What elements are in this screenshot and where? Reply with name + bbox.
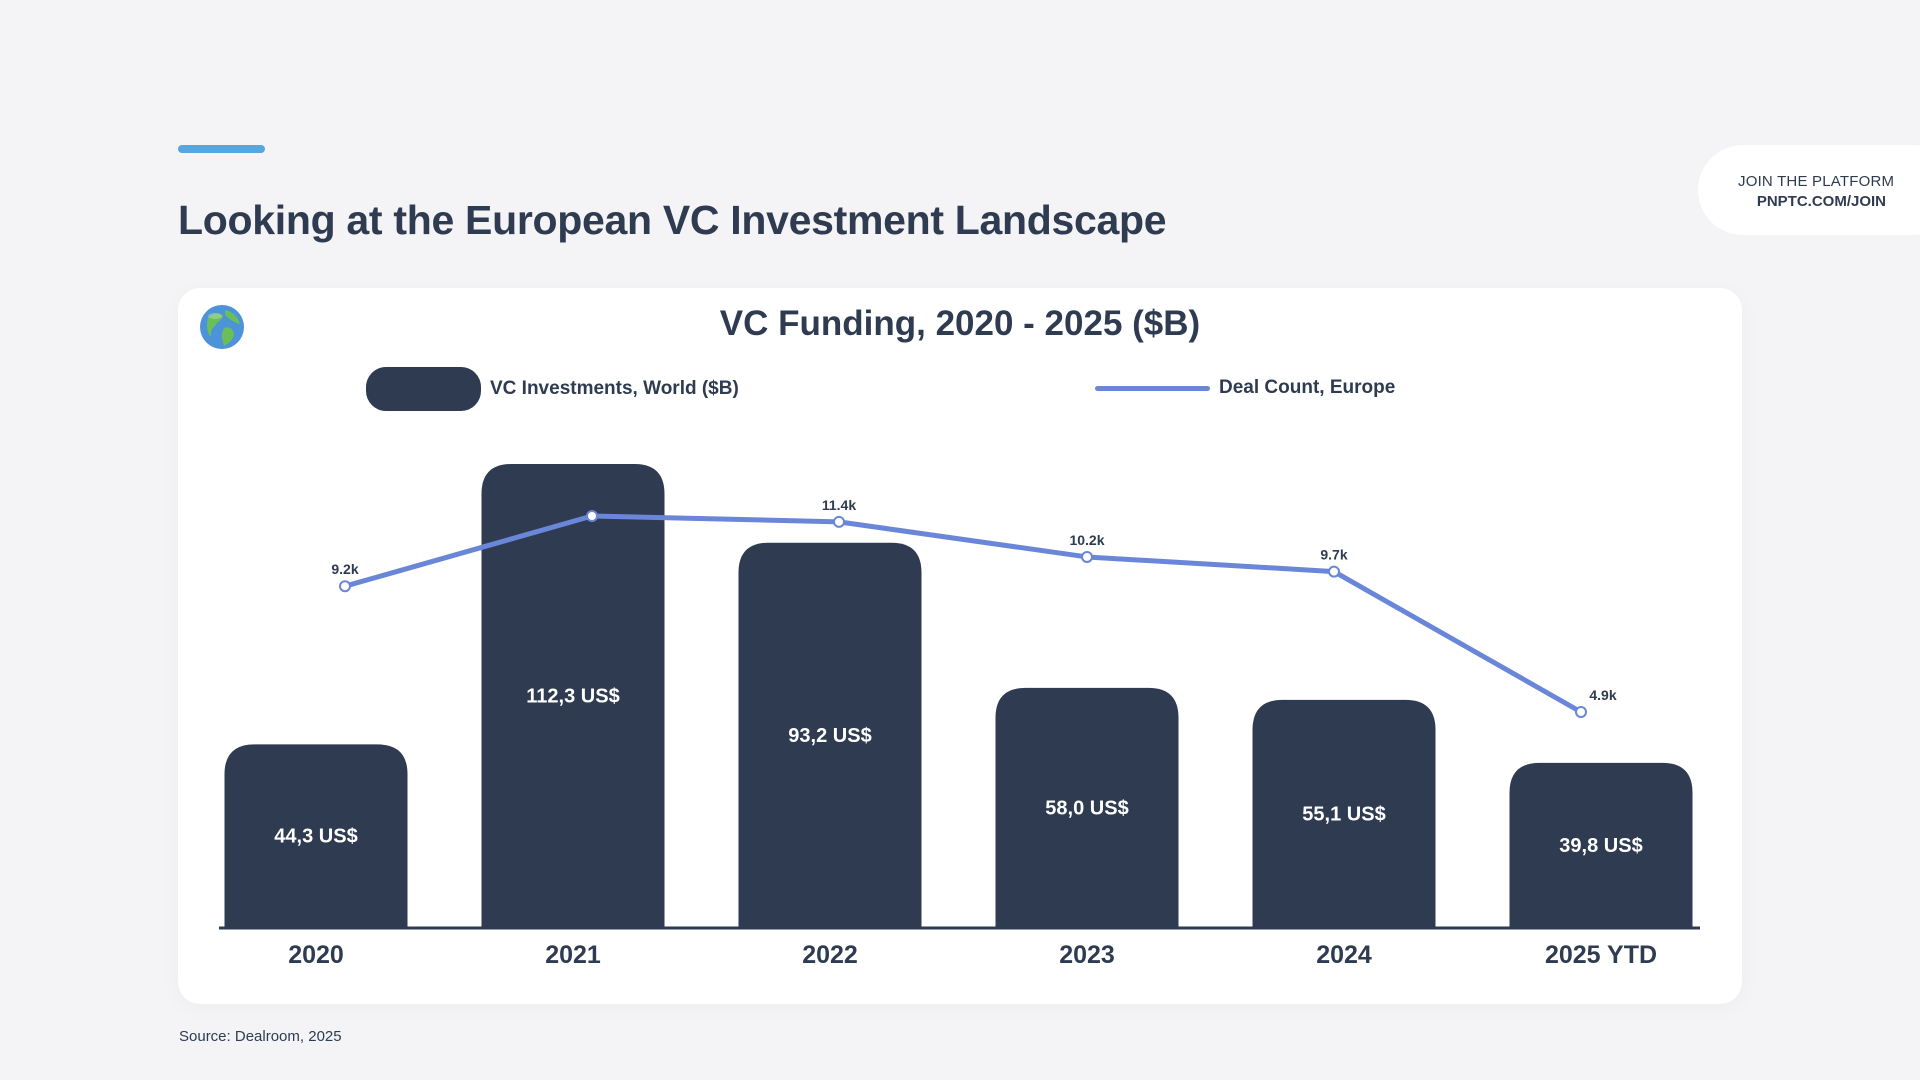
line-point-label: 11.6k <box>575 491 609 507</box>
legend-line-series: Deal Count, Europe <box>1095 377 1395 399</box>
bar-value-label: 58,0 US$ <box>1045 797 1128 819</box>
globe-icon <box>199 304 245 350</box>
chart-card: VC Funding, 2020 - 2025 ($B) VC Investme… <box>178 288 1742 1004</box>
bar <box>1509 762 1693 927</box>
line-point-label: 9.2k <box>331 561 358 577</box>
legend-line-label: Deal Count, Europe <box>1219 377 1396 398</box>
join-platform-title: JOIN THE PLATFORM <box>1738 173 1895 190</box>
bar <box>224 744 408 927</box>
bar <box>1252 699 1436 927</box>
line-point <box>833 515 845 528</box>
x-tick-label: 2023 <box>1059 941 1115 969</box>
chart-title: VC Funding, 2020 - 2025 ($B) <box>719 304 1201 343</box>
line-point <box>1575 706 1587 718</box>
line-point <box>586 510 598 522</box>
bar <box>995 687 1179 927</box>
legend-bar-label: VC Investments, World ($B) <box>490 378 739 399</box>
x-tick-label: 2021 <box>545 941 601 969</box>
x-tick-label: 2022 <box>802 941 858 969</box>
x-tick-label: 2025 YTD <box>1545 941 1657 969</box>
combo-chart-plot: 44,3 US$ 112,3 US$ 93,2 US$ 58,0 US$ 55,1 US… <box>219 464 1700 969</box>
bar-value-label: 112,3 US$ <box>526 686 619 708</box>
bar <box>738 542 922 927</box>
line-point <box>1081 550 1093 563</box>
title-accent-bar <box>178 145 265 153</box>
line-point <box>1328 565 1340 578</box>
legend-line-swatch <box>1095 385 1210 391</box>
join-platform-link[interactable]: PNPTC.COM/JOIN <box>1756 193 1886 210</box>
legend-bar-series: VC Investments, World ($B) <box>366 367 739 411</box>
bar-value-label: 39,8 US$ <box>1559 835 1642 857</box>
bar-value-label: 55,1 US$ <box>1302 803 1385 825</box>
line-point-label: 4.9k <box>1589 687 1616 703</box>
line-point-label: 10.2k <box>1069 532 1104 548</box>
bar-value-label: 93,2 US$ <box>788 725 871 747</box>
bar <box>481 464 665 927</box>
line-point <box>339 580 351 593</box>
line-point-label: 9.7k <box>1320 547 1347 563</box>
x-tick-label: 2024 <box>1316 941 1372 969</box>
legend-bar-swatch <box>366 367 481 411</box>
line-series: 9.2k 11.6k 11.4k 10.2k 9.7k 4.9k <box>331 491 1617 718</box>
x-tick-label: 2020 <box>288 941 344 969</box>
page-title: Looking at the European VC Investment La… <box>178 197 1167 243</box>
bar-series: 44,3 US$ 112,3 US$ 93,2 US$ 58,0 US$ 55,1 US… <box>224 464 1693 927</box>
deal-count-line <box>342 513 1584 715</box>
bar-value-label: 44,3 US$ <box>274 826 357 848</box>
join-platform-card[interactable]: JOIN THE PLATFORM PNPTC.COM/JOIN <box>1698 145 1920 235</box>
line-point-label: 11.4k <box>822 497 856 513</box>
source-note: Source: Dealroom, 2025 <box>179 1028 342 1045</box>
